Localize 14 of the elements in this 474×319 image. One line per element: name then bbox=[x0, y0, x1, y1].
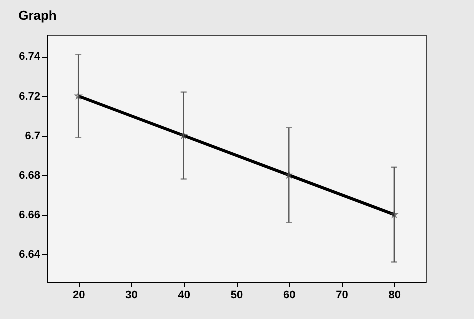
chart-title: Graph bbox=[18, 8, 57, 23]
y-tick-label: 6.72 bbox=[19, 90, 40, 103]
y-tick-label: 6.68 bbox=[19, 170, 40, 182]
y-tick-label: 6.7 bbox=[25, 130, 40, 142]
x-tick-label: 60 bbox=[284, 290, 296, 302]
x-tick-label: 30 bbox=[126, 290, 138, 302]
x-tick-label: 80 bbox=[388, 290, 402, 302]
y-tick-label: 6.74 bbox=[19, 51, 42, 64]
x-tick-label: 50 bbox=[230, 290, 244, 302]
x-tick-label: 20 bbox=[72, 290, 86, 302]
y-tick-label: 6.64 bbox=[19, 248, 42, 261]
y-tick-label: 6.66 bbox=[19, 209, 40, 222]
x-tick-label: 70 bbox=[336, 290, 348, 302]
x-tick-label: 40 bbox=[178, 290, 190, 302]
